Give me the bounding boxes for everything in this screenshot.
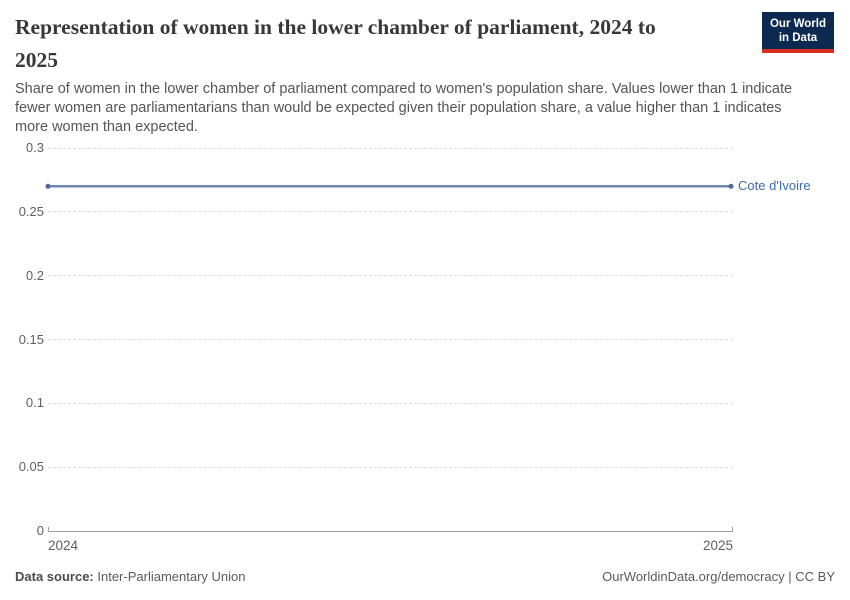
gridline — [48, 211, 733, 213]
axis-end-tick — [48, 527, 49, 531]
y-tick-label: 0.1 — [25, 395, 44, 411]
y-tick-label: 0.2 — [25, 267, 44, 283]
chart-title-line2: 2025 — [15, 48, 58, 72]
gridline — [48, 275, 733, 277]
chart-title: Representation of women in the lower cha… — [15, 11, 750, 77]
series-endpoint-dot — [45, 183, 51, 189]
owid-logo-line2: in Data — [778, 32, 818, 44]
gridline — [48, 402, 733, 404]
chart-subtitle-line2: fewer women are parliamentarians than wo… — [15, 100, 782, 116]
gridline — [48, 466, 733, 468]
y-tick-label: 0.25 — [18, 203, 44, 219]
data-source-label: Data source: — [15, 569, 94, 584]
attribution-link[interactable]: OurWorldinData.org/democracy | CC BY — [602, 569, 835, 584]
y-tick-label: 0 — [36, 523, 44, 538]
y-tick-label: 0.05 — [18, 459, 44, 475]
axis-end-tick — [732, 527, 733, 531]
chart-subtitle-line3: more women than expected. — [15, 119, 198, 135]
entity-label[interactable]: Cote d'Ivoire — [738, 178, 811, 194]
chart-footer: Data source: Inter-Parliamentary Union O… — [15, 569, 835, 585]
x-tick-label-start: 2024 — [48, 538, 79, 553]
gridline — [48, 339, 733, 340]
series-endpoint-dot — [728, 183, 734, 189]
x-axis-line — [48, 530, 733, 532]
chart-title-line1: Representation of women in the lower cha… — [15, 15, 656, 39]
data-source[interactable]: Data source: Inter-Parliamentary Union — [15, 569, 246, 585]
chart-subtitle: Share of women in the lower chamber of p… — [15, 80, 830, 137]
owid-logo-line1: Our World — [769, 18, 826, 30]
x-tick-label-end: 2025 — [702, 538, 733, 553]
chart-subtitle-line1: Share of women in the lower chamber of p… — [15, 81, 793, 97]
y-tick-label: 0.3 — [25, 140, 44, 155]
data-source-value: Inter-Parliamentary Union — [97, 569, 246, 584]
y-tick-label: 0.15 — [18, 331, 44, 347]
gridline — [48, 147, 733, 149]
owid-logo[interactable]: Our World in Data — [762, 12, 834, 53]
